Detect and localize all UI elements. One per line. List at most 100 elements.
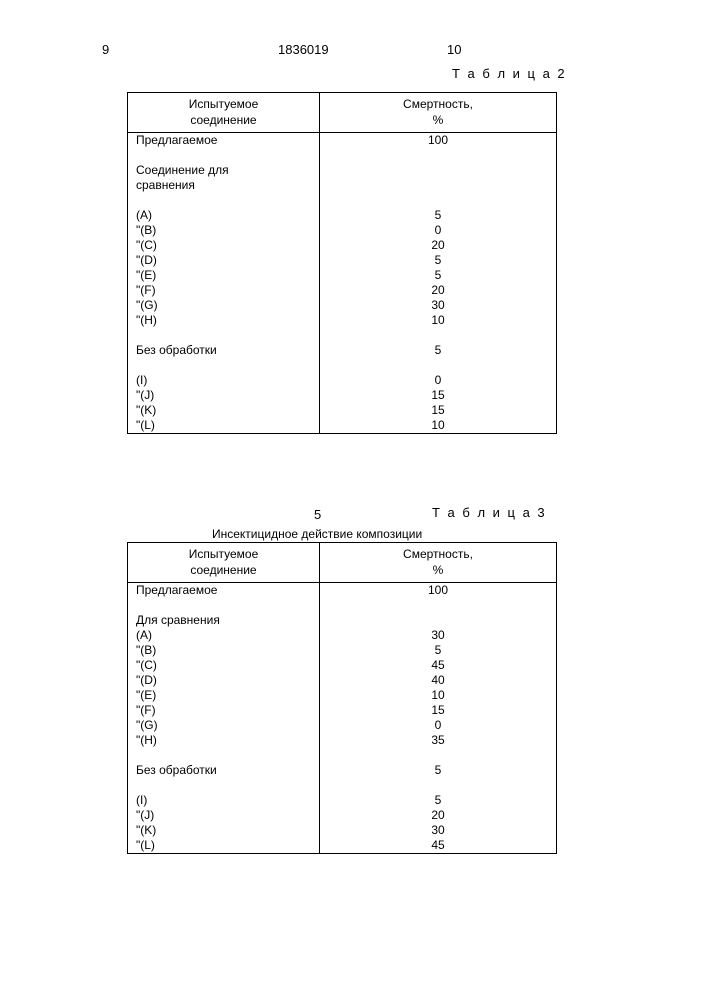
table-row: "(B)0 xyxy=(128,223,557,238)
table-cell xyxy=(128,328,320,343)
table-cell: 30 xyxy=(320,298,557,313)
table-row xyxy=(128,193,557,208)
table-row: "(L)45 xyxy=(128,838,557,854)
table-cell xyxy=(320,193,557,208)
table-cell xyxy=(128,748,320,763)
table-row: "(D)40 xyxy=(128,673,557,688)
table-row: "(F)20 xyxy=(128,283,557,298)
table-row: Соединение для xyxy=(128,163,557,178)
table-cell xyxy=(320,598,557,613)
table-3-header-col1: Испытуемоесоединение xyxy=(128,543,320,583)
table-cell: (A) xyxy=(128,628,320,643)
table-cell: "(F) xyxy=(128,283,320,298)
table-row: "(F)15 xyxy=(128,703,557,718)
table-3-header-col2: Смертность,% xyxy=(320,543,557,583)
table-cell xyxy=(128,778,320,793)
table-row xyxy=(128,748,557,763)
table-row: "(C)20 xyxy=(128,238,557,253)
table-cell: 40 xyxy=(320,673,557,688)
table-cell: 5 xyxy=(320,253,557,268)
table-cell: (I) xyxy=(128,793,320,808)
table-cell: 10 xyxy=(320,418,557,434)
table-row: (I)0 xyxy=(128,373,557,388)
table-3-col2-label: Смертность,% xyxy=(403,547,473,577)
table-3-caption: Инсектицидное действие композиции xyxy=(212,527,422,541)
table-cell: сравнения xyxy=(128,178,320,193)
table-row xyxy=(128,328,557,343)
table-row: сравнения xyxy=(128,178,557,193)
table-cell xyxy=(320,778,557,793)
table-row: "(G)30 xyxy=(128,298,557,313)
table-cell: 35 xyxy=(320,733,557,748)
stray-number: 5 xyxy=(314,507,321,522)
table-cell: (A) xyxy=(128,208,320,223)
table-row: "(E)10 xyxy=(128,688,557,703)
table-cell xyxy=(320,178,557,193)
table-cell: "(B) xyxy=(128,223,320,238)
table-cell: 5 xyxy=(320,208,557,223)
table-3-col1-label: Испытуемоесоединение xyxy=(189,547,259,577)
table-cell: "(L) xyxy=(128,418,320,434)
table-row: Без обработки5 xyxy=(128,343,557,358)
table-cell: Предлагаемое xyxy=(128,583,320,599)
table-3-body: Предлагаемое100 Для сравнения(A)30"(B)5"… xyxy=(128,583,557,854)
table-row: Предлагаемое100 xyxy=(128,583,557,599)
page: 9 1836019 10 Т а б л и ц а 2 Испытуемоес… xyxy=(0,0,707,1000)
table-cell: 10 xyxy=(320,313,557,328)
table-row: "(H)35 xyxy=(128,733,557,748)
table-cell: 45 xyxy=(320,838,557,854)
table-cell: "(C) xyxy=(128,658,320,673)
table-cell: 20 xyxy=(320,283,557,298)
table-row: Предлагаемое100 xyxy=(128,133,557,149)
table-row xyxy=(128,148,557,163)
table-cell xyxy=(320,328,557,343)
table-cell: "(J) xyxy=(128,808,320,823)
table-row: "(L)10 xyxy=(128,418,557,434)
table-cell xyxy=(128,148,320,163)
table-cell: "(C) xyxy=(128,238,320,253)
page-number-left: 9 xyxy=(102,42,109,57)
table-cell: "(G) xyxy=(128,718,320,733)
table-cell xyxy=(320,358,557,373)
table-2-col2-label: Смертность,% xyxy=(403,97,473,127)
table-cell: "(H) xyxy=(128,733,320,748)
table-cell: 20 xyxy=(320,808,557,823)
table-row: "(E)5 xyxy=(128,268,557,283)
table-3: Испытуемоесоединение Смертность,% Предла… xyxy=(127,542,557,854)
table-2-col1-label: Испытуемоесоединение xyxy=(189,97,259,127)
table-row: "(H)10 xyxy=(128,313,557,328)
table-cell: Соединение для xyxy=(128,163,320,178)
table-2-header-col2: Смертность,% xyxy=(320,93,557,133)
page-number-right: 10 xyxy=(447,42,461,57)
table-cell: 30 xyxy=(320,628,557,643)
table-cell: 5 xyxy=(320,643,557,658)
table-cell: 5 xyxy=(320,763,557,778)
table-cell: 15 xyxy=(320,403,557,418)
table-cell: 5 xyxy=(320,343,557,358)
table-row: "(J)15 xyxy=(128,388,557,403)
table-cell: Предлагаемое xyxy=(128,133,320,149)
table-cell xyxy=(128,358,320,373)
table-cell xyxy=(320,163,557,178)
table-row: Для сравнения xyxy=(128,613,557,628)
table-cell: "(G) xyxy=(128,298,320,313)
table-cell: 5 xyxy=(320,793,557,808)
table-row: "(K)15 xyxy=(128,403,557,418)
table-cell: Без обработки xyxy=(128,763,320,778)
table-cell: 10 xyxy=(320,688,557,703)
table-cell: "(K) xyxy=(128,403,320,418)
table-cell: "(J) xyxy=(128,388,320,403)
table-row xyxy=(128,358,557,373)
table-cell: 0 xyxy=(320,718,557,733)
table-cell: 15 xyxy=(320,388,557,403)
table-cell: 45 xyxy=(320,658,557,673)
table-cell: "(K) xyxy=(128,823,320,838)
table-cell: (I) xyxy=(128,373,320,388)
table-2-header-col1: Испытуемоесоединение xyxy=(128,93,320,133)
table-2-body: Предлагаемое100 Соединение длясравнения … xyxy=(128,133,557,434)
table-cell: 0 xyxy=(320,373,557,388)
table-cell: Для сравнения xyxy=(128,613,320,628)
table-row: (A)5 xyxy=(128,208,557,223)
table-cell xyxy=(128,598,320,613)
table-row: "(C)45 xyxy=(128,658,557,673)
